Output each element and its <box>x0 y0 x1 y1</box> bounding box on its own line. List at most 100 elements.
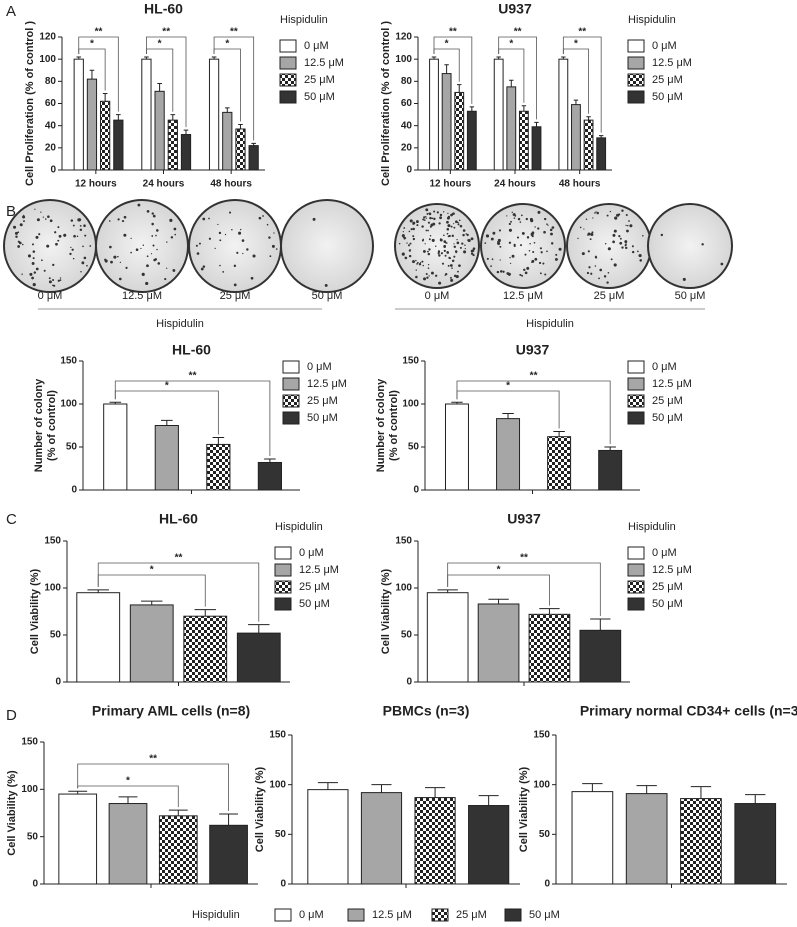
colony <box>497 241 501 245</box>
legend-label: 12.5 μM <box>372 909 412 921</box>
colony <box>242 252 244 255</box>
legend-label: 50 μM <box>299 598 330 610</box>
colony <box>152 214 156 218</box>
colony <box>511 254 515 258</box>
error-bar <box>102 93 108 102</box>
bar <box>454 91 465 171</box>
y-tick-label: 50 <box>27 831 39 842</box>
colony <box>444 241 447 244</box>
colony <box>421 225 424 228</box>
colony <box>592 217 594 219</box>
colony <box>502 270 505 273</box>
colony <box>34 208 36 210</box>
colony <box>398 242 401 245</box>
y-tick-label: 150 <box>402 356 419 367</box>
legend-swatch <box>627 360 645 374</box>
error-bar <box>444 64 449 74</box>
legend-label: 50 μM <box>652 412 683 424</box>
colony <box>121 219 125 223</box>
legend-title: Hispidulin <box>280 14 328 26</box>
bar <box>414 797 456 885</box>
colony <box>431 271 434 275</box>
colony <box>71 248 74 251</box>
colony <box>412 223 414 225</box>
colony <box>462 229 466 232</box>
colony <box>607 271 610 274</box>
legend-swatch <box>279 56 297 70</box>
colony <box>415 259 417 262</box>
colony <box>271 244 275 248</box>
y-tick-label: 0 <box>32 879 38 890</box>
treatment-label: Hispidulin <box>156 318 204 330</box>
bar <box>596 137 607 171</box>
colony <box>434 274 438 277</box>
colony <box>587 250 590 253</box>
colony <box>31 276 34 280</box>
colony <box>403 227 406 229</box>
colony-dish <box>647 203 733 289</box>
colony <box>425 272 428 275</box>
colony <box>421 239 424 242</box>
x-tick-label: 24 hours <box>143 179 185 190</box>
colony <box>446 232 449 235</box>
colony <box>614 216 618 220</box>
y-tick-label: 40 <box>45 120 57 131</box>
significance-bracket <box>146 48 174 112</box>
y-tick-label: 50 <box>539 829 551 840</box>
colony <box>246 248 249 251</box>
colony <box>236 251 239 254</box>
error-bar <box>211 56 217 60</box>
colony <box>146 264 149 268</box>
error-bar <box>745 794 766 804</box>
legend-swatch <box>274 563 292 577</box>
colony <box>238 231 242 235</box>
significance-bracket <box>456 380 611 444</box>
y-tick-label: 0 <box>406 165 412 176</box>
x-tick-label: 24 hours <box>494 179 536 190</box>
colony <box>123 233 127 237</box>
colony <box>509 262 512 265</box>
significance-bracket <box>97 562 260 622</box>
colony <box>441 262 445 265</box>
y-tick-label: 60 <box>401 98 413 109</box>
colony <box>619 241 623 245</box>
colony <box>537 227 540 230</box>
colony <box>513 244 516 248</box>
colony <box>533 241 536 244</box>
chart-title: PBMCs (n=3) <box>383 703 470 719</box>
colony <box>135 248 139 252</box>
colony <box>214 247 216 250</box>
legend-swatch <box>347 908 365 922</box>
colony <box>446 251 449 253</box>
bar <box>734 803 777 885</box>
error-bar <box>109 401 122 404</box>
significance-bracket <box>498 48 525 103</box>
colony <box>324 283 328 287</box>
y-tick-label: 40 <box>401 120 413 131</box>
colony <box>621 246 624 249</box>
colony <box>146 209 150 213</box>
error-bar <box>604 446 616 451</box>
colony <box>166 241 168 243</box>
error-bar <box>488 598 509 604</box>
y-tick-label: 120 <box>395 32 412 43</box>
colony <box>624 244 627 247</box>
bar <box>360 792 403 885</box>
colony <box>626 224 629 227</box>
error-bar <box>586 116 591 121</box>
colony <box>425 216 427 218</box>
colony <box>70 219 74 222</box>
legend-label: 12.5 μM <box>652 378 692 390</box>
significance-label: ** <box>189 371 197 382</box>
error-bar <box>141 600 163 605</box>
error-bar <box>219 813 239 826</box>
colony <box>42 216 44 218</box>
bar <box>625 793 668 885</box>
colony <box>412 222 415 224</box>
colony <box>437 252 440 255</box>
colony <box>660 233 664 237</box>
colony <box>438 281 442 285</box>
colony <box>443 211 445 213</box>
colony <box>32 257 35 260</box>
colony <box>23 220 25 223</box>
